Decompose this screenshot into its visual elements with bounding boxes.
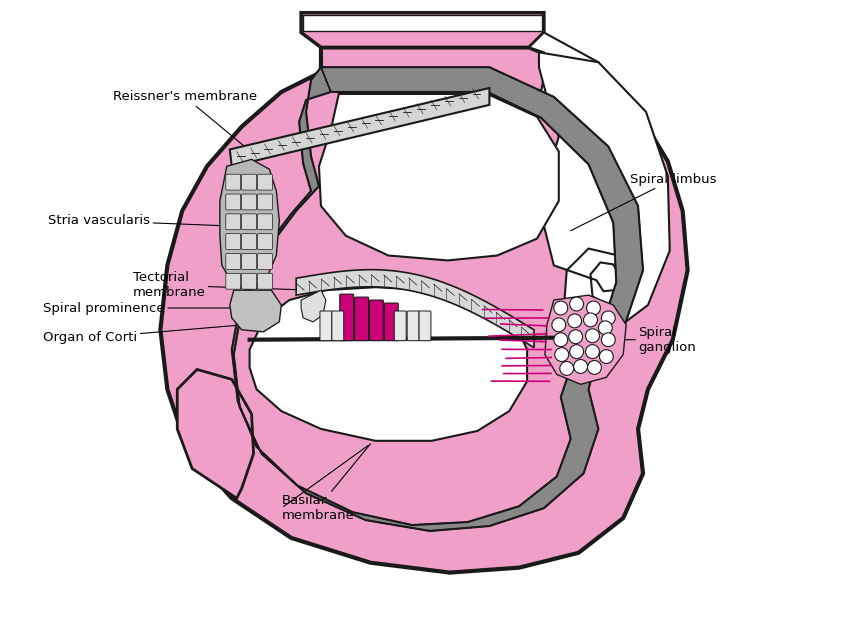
Circle shape xyxy=(554,301,568,315)
Circle shape xyxy=(584,313,598,327)
Polygon shape xyxy=(303,15,542,30)
Circle shape xyxy=(570,345,584,358)
FancyBboxPatch shape xyxy=(258,214,272,230)
FancyBboxPatch shape xyxy=(258,254,272,270)
Circle shape xyxy=(574,360,587,373)
Circle shape xyxy=(598,321,612,335)
FancyBboxPatch shape xyxy=(241,273,257,289)
FancyBboxPatch shape xyxy=(241,234,257,249)
FancyBboxPatch shape xyxy=(226,194,241,210)
FancyBboxPatch shape xyxy=(394,311,406,341)
FancyBboxPatch shape xyxy=(370,300,383,341)
Text: Basilar
membrane: Basilar membrane xyxy=(281,444,371,522)
Circle shape xyxy=(599,350,614,363)
FancyBboxPatch shape xyxy=(241,254,257,270)
FancyBboxPatch shape xyxy=(226,214,241,230)
Polygon shape xyxy=(319,94,558,260)
FancyBboxPatch shape xyxy=(332,311,343,341)
Circle shape xyxy=(555,347,569,362)
FancyBboxPatch shape xyxy=(258,194,272,210)
Polygon shape xyxy=(296,270,534,347)
FancyBboxPatch shape xyxy=(226,273,241,289)
FancyBboxPatch shape xyxy=(226,254,241,270)
FancyBboxPatch shape xyxy=(241,214,257,230)
Text: Scala vestibuli: Scala vestibuli xyxy=(380,172,490,187)
Text: Spiral
ganglion: Spiral ganglion xyxy=(623,326,696,354)
Circle shape xyxy=(570,297,584,311)
FancyBboxPatch shape xyxy=(419,311,431,341)
Polygon shape xyxy=(232,67,643,531)
Circle shape xyxy=(554,333,568,347)
Text: Spiral limbus: Spiral limbus xyxy=(570,173,717,231)
Text: Reissner's membrane: Reissner's membrane xyxy=(113,91,257,156)
Circle shape xyxy=(586,329,599,342)
FancyBboxPatch shape xyxy=(320,311,332,341)
Text: Organ of Corti: Organ of Corti xyxy=(43,320,301,344)
FancyBboxPatch shape xyxy=(258,273,272,289)
FancyBboxPatch shape xyxy=(258,174,272,190)
FancyBboxPatch shape xyxy=(226,174,241,190)
Circle shape xyxy=(568,314,581,328)
Circle shape xyxy=(586,345,599,358)
FancyBboxPatch shape xyxy=(241,194,257,210)
FancyBboxPatch shape xyxy=(241,174,257,190)
Text: Tectorial
membrane: Tectorial membrane xyxy=(133,271,311,299)
Text: Stria vascularis: Stria vascularis xyxy=(48,214,224,227)
Circle shape xyxy=(560,362,574,375)
Polygon shape xyxy=(230,290,281,332)
FancyBboxPatch shape xyxy=(354,297,369,341)
FancyBboxPatch shape xyxy=(226,234,241,249)
Circle shape xyxy=(569,330,582,344)
FancyBboxPatch shape xyxy=(384,303,399,341)
Polygon shape xyxy=(301,13,544,48)
Circle shape xyxy=(602,333,615,347)
Polygon shape xyxy=(545,295,626,384)
Circle shape xyxy=(552,318,566,332)
Polygon shape xyxy=(301,290,326,322)
Circle shape xyxy=(586,301,600,315)
Polygon shape xyxy=(220,159,280,290)
Polygon shape xyxy=(178,370,253,499)
Text: Scala tympani: Scala tympani xyxy=(334,357,443,372)
Circle shape xyxy=(587,360,602,375)
Polygon shape xyxy=(230,88,490,167)
FancyBboxPatch shape xyxy=(407,311,419,341)
Circle shape xyxy=(602,311,615,325)
Text: Spiral prominence: Spiral prominence xyxy=(43,302,236,315)
Polygon shape xyxy=(529,33,609,126)
Polygon shape xyxy=(161,48,688,573)
Polygon shape xyxy=(250,287,527,441)
FancyBboxPatch shape xyxy=(340,294,354,341)
Polygon shape xyxy=(539,52,670,335)
FancyBboxPatch shape xyxy=(258,234,272,249)
